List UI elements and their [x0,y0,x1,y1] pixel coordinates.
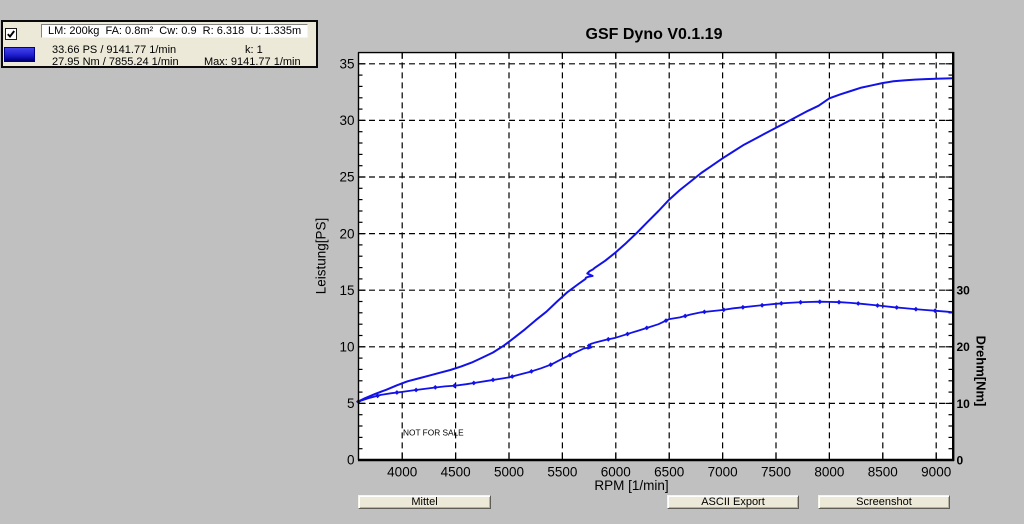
svg-text:0: 0 [347,453,355,468]
svg-text:10: 10 [957,397,971,411]
svg-text:30: 30 [339,113,354,128]
svg-text:4500: 4500 [441,465,471,480]
svg-text:5000: 5000 [494,465,524,480]
svg-text:8500: 8500 [868,465,898,480]
svg-text:RPM [1/min]: RPM [1/min] [594,478,668,493]
svg-text:9000: 9000 [921,465,951,480]
svg-text:5500: 5500 [547,465,577,480]
svg-text:0: 0 [957,453,964,467]
svg-text:Drehm[Nm]: Drehm[Nm] [974,336,989,407]
svg-text:NOT FOR SALE: NOT FOR SALE [403,427,464,437]
svg-text:6000: 6000 [601,465,631,480]
svg-text:35: 35 [339,57,354,72]
svg-text:8000: 8000 [814,465,844,480]
svg-text:5: 5 [347,396,355,411]
svg-text:20: 20 [339,226,354,241]
svg-text:Leistung[PS]: Leistung[PS] [314,218,329,295]
svg-text:7000: 7000 [708,465,738,480]
svg-text:10: 10 [339,340,354,355]
svg-text:4000: 4000 [387,465,417,480]
svg-text:15: 15 [339,283,354,298]
svg-text:20: 20 [957,340,971,354]
svg-text:7500: 7500 [761,465,791,480]
svg-text:30: 30 [957,284,971,298]
svg-text:6500: 6500 [654,465,684,480]
svg-text:25: 25 [339,170,354,185]
